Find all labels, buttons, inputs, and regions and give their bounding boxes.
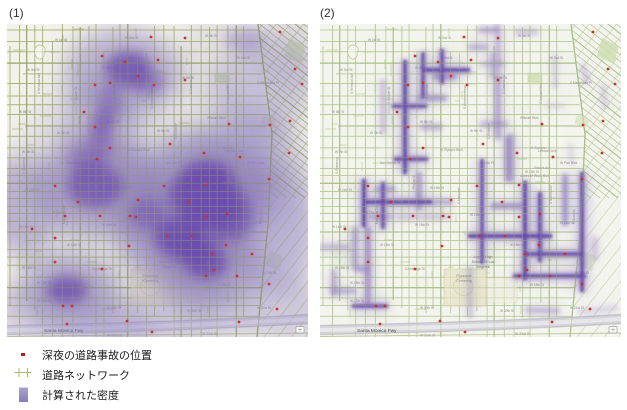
svg-text:W 14th St: W 14th St [332,225,346,229]
svg-text:S Gramercy: S Gramercy [335,157,339,174]
svg-text:W 18th St: W 18th St [350,281,364,285]
svg-text:W 18th St: W 18th St [530,283,544,287]
svg-text:W 23rd St: W 23rd St [515,332,530,336]
svg-text:S Bronson: S Bronson [572,209,576,224]
svg-text:S Mariposa: S Mariposa [457,188,461,204]
svg-text:W 20th St: W 20th St [420,306,434,310]
svg-text:Angeles: Angeles [477,265,490,269]
svg-text:W 3rd St: W 3rd St [340,68,353,72]
svg-text:W Olympic Blvd: W Olympic Blvd [440,148,463,152]
svg-text:W 9th St: W 9th St [470,129,482,133]
svg-text:W 16th St: W 16th St [335,266,349,270]
svg-text:Santa Monica Fwy: Santa Monica Fwy [357,328,397,334]
svg-text:Wilshire Blvd: Wilshire Blvd [520,116,539,120]
svg-text:W 15th St: W 15th St [415,223,429,227]
svg-text:W 9th St: W 9th St [335,150,347,154]
svg-text:W 1st St: W 1st St [55,38,67,42]
svg-text:W 1st St: W 1st St [368,38,380,42]
svg-text:Francis Ave: Francis Ave [534,166,551,170]
svg-text:S Kenmore: S Kenmore [487,123,491,139]
svg-text:San Marino St: San Marino St [380,161,400,165]
svg-text:Leeward Ave: Leeward Ave [538,149,557,153]
svg-text:James M Wood Blvd: James M Wood Blvd [520,174,549,178]
svg-text:W 21st St: W 21st St [570,306,584,310]
svg-text:W 11th St: W 11th St [338,188,352,192]
svg-text:W 11th St: W 11th St [525,170,539,174]
svg-text:W 3rd St: W 3rd St [27,68,40,72]
svg-text:W 12th St: W 12th St [430,186,444,190]
svg-text:S Norton Ave: S Norton Ave [549,185,553,204]
svg-text:W 20th St: W 20th St [500,309,514,313]
svg-text:W 16th St: W 16th St [510,243,524,247]
svg-text:W 16th St: W 16th St [380,243,394,247]
svg-text:W 8th St: W 8th St [19,110,31,114]
svg-text:W 2nd St: W 2nd St [438,36,451,40]
svg-text:W 23rd St: W 23rd St [420,334,435,338]
svg-text:W 8th St: W 8th St [332,110,344,114]
svg-text:S Westmoreland: S Westmoreland [463,85,467,109]
svg-text:W 7th St: W 7th St [370,131,382,135]
